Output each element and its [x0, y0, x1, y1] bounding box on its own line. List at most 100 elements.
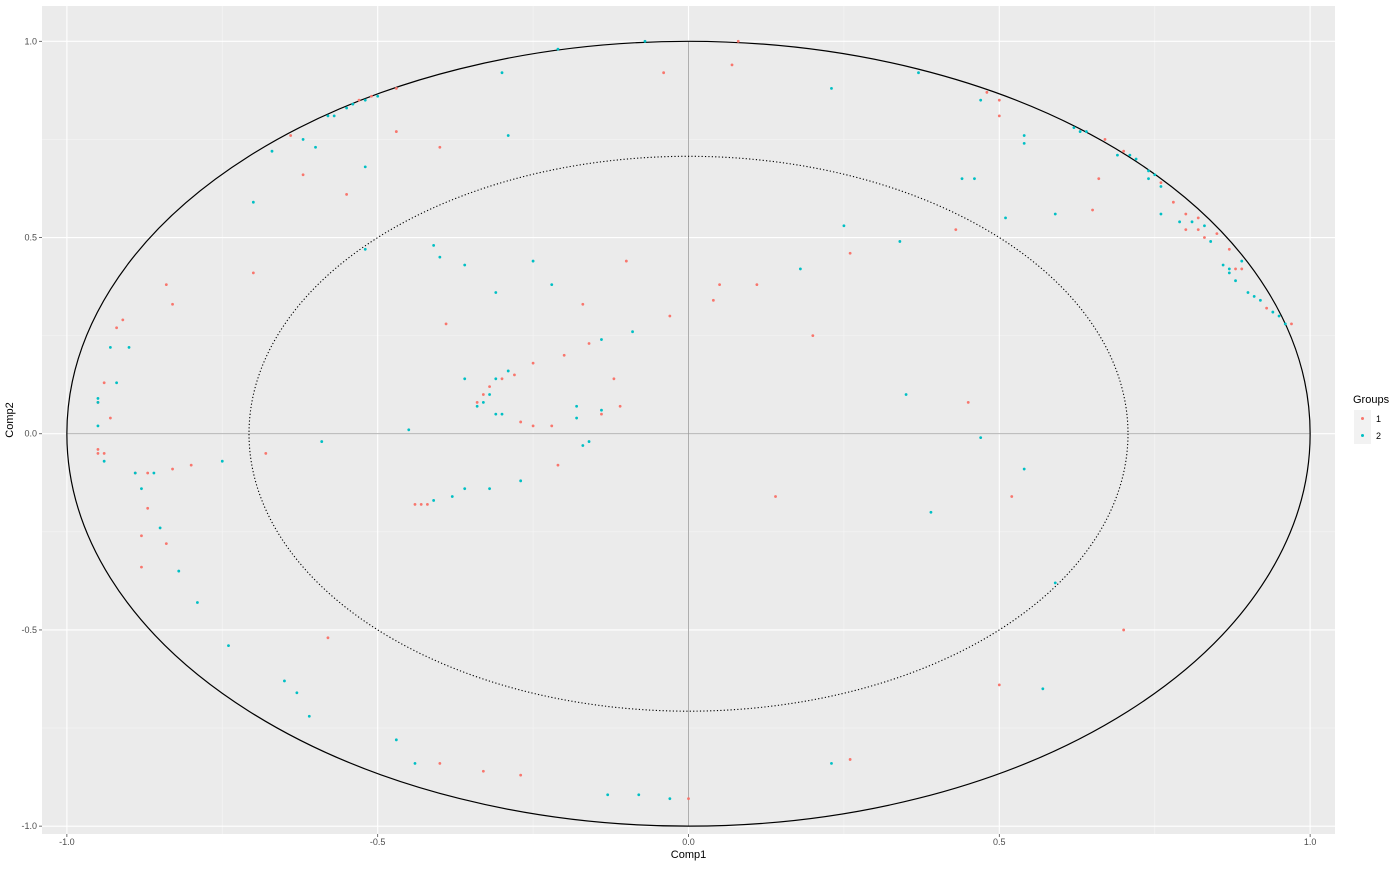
data-point-group-1: [488, 385, 491, 389]
data-point-group-2: [1159, 185, 1163, 188]
data-point-group-2: [494, 412, 498, 416]
y-tick-label: -1.0: [21, 821, 37, 831]
legend-key-point: [1361, 434, 1364, 437]
data-point-group-2: [1252, 294, 1256, 298]
data-point-group-2: [506, 369, 510, 373]
data-point-group-1: [513, 373, 516, 377]
data-point-group-1: [562, 353, 566, 357]
data-point-group-2: [506, 134, 510, 137]
data-point-group-2: [898, 240, 902, 243]
data-point-group-1: [997, 98, 1001, 102]
data-point-group-1: [1171, 200, 1175, 204]
data-point-group-1: [102, 381, 106, 385]
data-point-group-1: [1159, 181, 1163, 184]
data-point-group-1: [811, 334, 815, 338]
data-point-group-2: [177, 569, 181, 573]
data-point-group-1: [115, 326, 118, 330]
data-point-group-1: [444, 322, 448, 326]
data-point-group-1: [668, 314, 672, 318]
data-point-group-2: [1209, 240, 1213, 243]
data-point-group-2: [407, 428, 411, 432]
legend-label: 2: [1376, 431, 1381, 441]
data-point-group-2: [127, 346, 131, 349]
x-tick-label: 0.0: [682, 837, 695, 847]
data-point-group-1: [301, 173, 305, 177]
data-point-group-1: [581, 302, 585, 306]
data-point-group-1: [419, 502, 423, 506]
data-point-group-2: [220, 459, 224, 463]
data-point-group-1: [357, 98, 361, 102]
y-axis-title: Comp2: [4, 402, 16, 437]
data-point-group-1: [264, 451, 268, 455]
data-point-group-1: [121, 318, 125, 322]
data-point-group-1: [624, 259, 628, 263]
data-point-group-1: [1184, 212, 1188, 216]
data-point-group-2: [345, 106, 349, 110]
data-point-group-2: [1053, 581, 1057, 585]
data-point-group-1: [426, 502, 429, 506]
data-point-group-2: [1041, 687, 1045, 691]
data-point-group-1: [164, 542, 168, 546]
data-point-group-2: [960, 177, 964, 181]
data-point-group-2: [550, 283, 554, 287]
data-point-group-2: [463, 377, 467, 381]
data-point-group-2: [270, 149, 274, 153]
data-point-group-2: [227, 644, 230, 648]
data-point-group-1: [612, 377, 616, 381]
data-point-group-2: [115, 381, 118, 385]
data-point-group-1: [102, 451, 106, 455]
data-point-group-1: [1091, 208, 1094, 212]
data-point-group-2: [1178, 220, 1181, 224]
data-point-group-2: [500, 71, 504, 75]
legend-key-point: [1361, 417, 1364, 420]
data-point-group-1: [171, 467, 174, 471]
data-point-group-2: [96, 400, 100, 404]
data-point-group-2: [842, 224, 846, 228]
data-point-group-1: [755, 283, 759, 287]
data-point-group-1: [1010, 495, 1014, 498]
data-point-group-2: [600, 408, 603, 412]
data-point-group-1: [1122, 149, 1126, 153]
data-point-group-2: [432, 243, 436, 247]
data-point-group-1: [500, 377, 504, 381]
data-point-group-2: [363, 98, 367, 102]
data-point-group-1: [171, 302, 174, 306]
data-point-group-2: [631, 330, 634, 334]
data-point-group-1: [1184, 228, 1188, 232]
data-point-group-2: [102, 459, 106, 463]
data-point-group-1: [96, 448, 100, 451]
data-point-group-2: [1153, 173, 1157, 177]
data-point-group-2: [463, 487, 467, 491]
data-point-group-2: [494, 377, 498, 381]
data-point-group-1: [108, 416, 112, 420]
data-point-group-1: [1227, 247, 1231, 251]
data-point-group-1: [519, 420, 523, 424]
data-point-group-2: [450, 495, 454, 498]
data-point-group-2: [1271, 310, 1275, 314]
data-point-group-2: [668, 797, 672, 801]
data-point-group-1: [662, 71, 666, 75]
data-point-group-2: [140, 487, 143, 491]
y-tick-label: -0.5: [21, 625, 37, 635]
data-point-group-2: [575, 416, 579, 420]
data-point-group-2: [1022, 467, 1026, 471]
data-point-group-1: [481, 393, 485, 396]
data-point-group-2: [1240, 259, 1244, 263]
data-point-group-2: [251, 200, 255, 204]
data-point-group-1: [556, 463, 560, 467]
data-point-group-1: [394, 130, 398, 133]
data-point-group-1: [251, 271, 255, 275]
data-point-group-2: [295, 691, 299, 695]
data-point-group-1: [531, 424, 535, 428]
data-point-group-2: [1128, 153, 1132, 157]
data-point-group-2: [326, 114, 330, 118]
data-point-group-1: [1203, 236, 1206, 239]
data-point-group-2: [979, 98, 983, 102]
data-point-group-2: [463, 263, 467, 267]
data-point-group-2: [830, 87, 833, 90]
data-point-group-2: [488, 393, 491, 396]
data-point-group-2: [575, 404, 579, 408]
data-point-group-1: [997, 683, 1001, 687]
